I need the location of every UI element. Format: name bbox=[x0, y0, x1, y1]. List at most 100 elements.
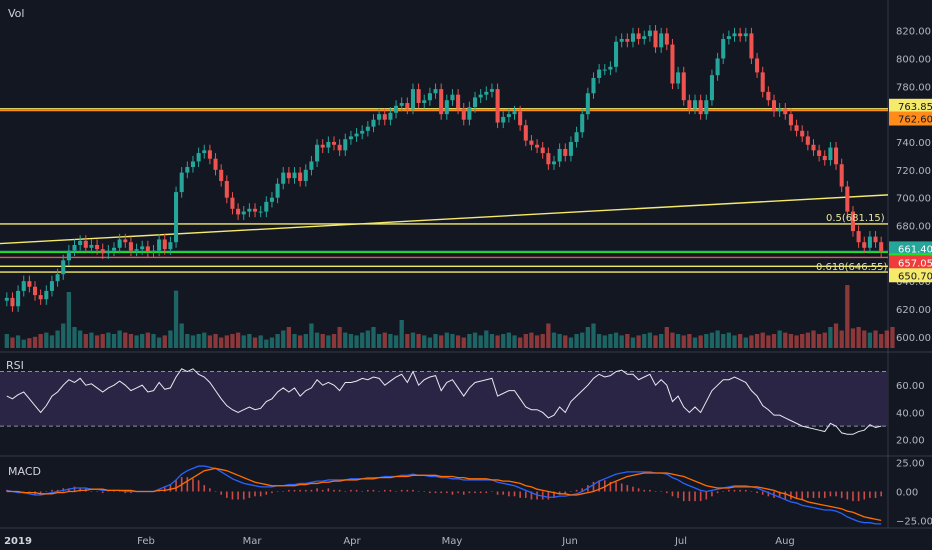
x-tick-label: Mar bbox=[243, 536, 263, 547]
candle-body bbox=[698, 100, 703, 115]
price-pane[interactable]: 0.5(681.15) 0.618(646.55) bbox=[0, 25, 895, 348]
macd-histogram-bar bbox=[423, 491, 426, 492]
volume-bar bbox=[512, 335, 517, 348]
x-tick-label: Aug bbox=[775, 536, 795, 547]
candle-body bbox=[783, 108, 788, 115]
macd-histogram-bar bbox=[508, 491, 510, 497]
volume-bar bbox=[219, 337, 224, 348]
macd-histogram-bar bbox=[237, 491, 239, 500]
candle-body bbox=[241, 211, 246, 215]
candle-body bbox=[140, 246, 145, 250]
candle-body bbox=[873, 236, 878, 243]
macd-histogram-bar bbox=[547, 491, 550, 500]
volume-bar bbox=[422, 335, 427, 348]
macd-histogram-bar bbox=[226, 491, 228, 498]
volume-bar bbox=[303, 334, 308, 348]
macd-histogram-bar bbox=[496, 491, 499, 495]
volume-bar bbox=[444, 332, 449, 348]
volume-bar bbox=[89, 332, 94, 348]
candle-body bbox=[800, 130, 805, 137]
macd-histogram-bar bbox=[406, 489, 409, 492]
volume-bar bbox=[10, 337, 15, 348]
candle-body bbox=[27, 281, 32, 287]
fib-level-label: 0.618(646.55) bbox=[816, 262, 888, 273]
x-tick-label: Jun bbox=[561, 536, 578, 547]
candle-body bbox=[574, 132, 579, 142]
macd-histogram-bar bbox=[818, 491, 820, 498]
volume-bar bbox=[563, 335, 568, 348]
volume-bar bbox=[602, 335, 607, 348]
candle-body bbox=[49, 281, 54, 291]
macd-histogram-bar bbox=[474, 491, 476, 494]
candle-body bbox=[585, 93, 590, 115]
price-tick-label: 720.00 bbox=[896, 166, 931, 177]
volume-bar bbox=[331, 334, 337, 348]
volume-bar bbox=[185, 334, 190, 348]
candle-body bbox=[320, 144, 325, 148]
candle-body bbox=[664, 33, 669, 45]
macd-histogram-bar bbox=[728, 489, 730, 492]
volume-bar bbox=[388, 334, 393, 348]
candle-body bbox=[315, 144, 320, 162]
candle-body bbox=[427, 93, 432, 101]
macd-histogram-bar bbox=[282, 491, 285, 492]
volume-bar bbox=[709, 332, 715, 348]
macd-histogram-bar bbox=[316, 488, 318, 492]
macd-histogram-bar bbox=[767, 491, 770, 497]
volume-bar bbox=[140, 334, 145, 348]
macd-histogram-bar bbox=[558, 491, 561, 495]
candle-body bbox=[817, 150, 822, 156]
macd-histogram-bar bbox=[609, 481, 612, 492]
volume-bar bbox=[805, 332, 810, 348]
volume-bar bbox=[845, 285, 850, 348]
macd-histogram-bar bbox=[429, 491, 431, 494]
macd-histogram-bar bbox=[462, 491, 465, 495]
volume-bar bbox=[44, 332, 49, 348]
volume-bar bbox=[94, 335, 100, 348]
volume-bar bbox=[66, 292, 72, 348]
candle-body bbox=[128, 242, 133, 251]
macd-histogram-bar bbox=[857, 491, 860, 502]
candle-body bbox=[439, 89, 444, 115]
candle-body bbox=[614, 41, 619, 67]
candle-body bbox=[568, 141, 573, 156]
volume-bar bbox=[72, 327, 77, 348]
volume-bar bbox=[15, 335, 21, 348]
macd-histogram-bar bbox=[637, 488, 640, 492]
volume-bar bbox=[410, 332, 416, 348]
candle-body bbox=[286, 172, 291, 179]
candle-body bbox=[55, 274, 60, 282]
macd-histogram-bar bbox=[620, 483, 623, 492]
macd-pane[interactable] bbox=[6, 465, 882, 525]
macd-histogram-bar bbox=[327, 488, 330, 492]
volume-bar bbox=[455, 335, 461, 348]
volume-bar bbox=[235, 332, 241, 348]
volume-bar bbox=[726, 332, 732, 348]
candle-body bbox=[382, 114, 387, 120]
candle-body bbox=[134, 249, 139, 251]
macd-histogram-bar bbox=[440, 491, 442, 494]
macd-histogram-bar bbox=[107, 491, 110, 492]
macd-histogram-bar bbox=[299, 489, 301, 492]
macd-histogram-bar bbox=[395, 491, 397, 492]
price-tick-label: 700.00 bbox=[896, 194, 931, 205]
rsi-pane[interactable] bbox=[0, 368, 888, 435]
volume-bar bbox=[687, 334, 692, 348]
rsi-tick-label: 40.00 bbox=[896, 408, 925, 419]
candle-body bbox=[337, 144, 342, 151]
candle-body bbox=[625, 38, 630, 42]
volume-bar bbox=[49, 335, 55, 348]
candle-body bbox=[839, 164, 844, 187]
candle-body bbox=[365, 126, 370, 131]
candle-body bbox=[845, 186, 850, 212]
macd-pane-label: MACD bbox=[8, 465, 41, 478]
candle-body bbox=[213, 158, 218, 170]
candle-body bbox=[472, 97, 478, 108]
candle-body bbox=[580, 114, 585, 133]
candle-body bbox=[264, 201, 269, 212]
price-tick-label: 740.00 bbox=[896, 138, 931, 149]
macd-histogram-bar bbox=[186, 477, 189, 492]
price-tag bbox=[889, 111, 932, 126]
